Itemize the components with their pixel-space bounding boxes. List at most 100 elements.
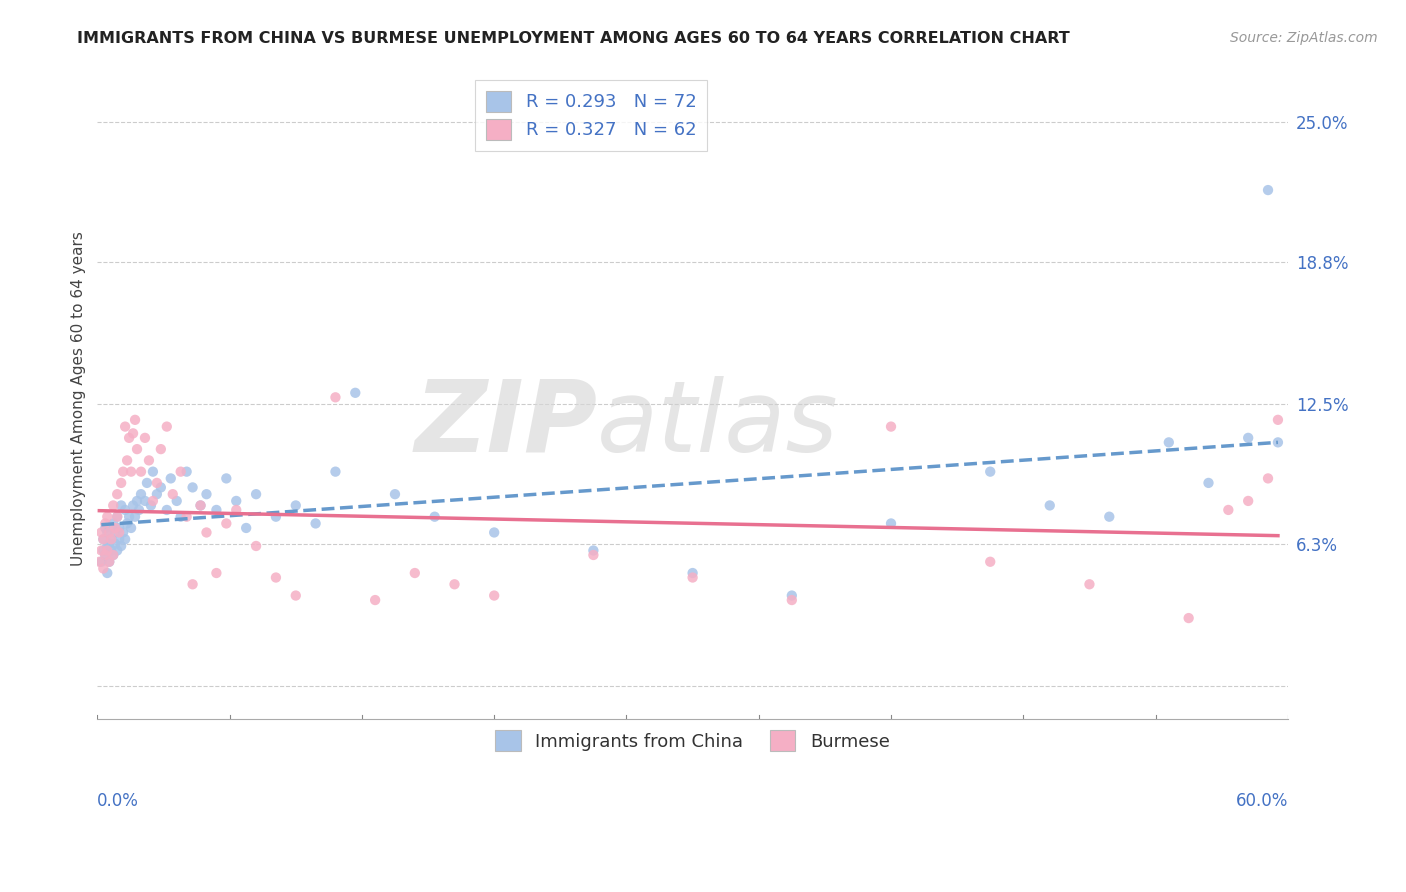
Point — [156, 503, 179, 517]
Point — [125, 494, 148, 508]
Point — [134, 494, 156, 508]
Point — [205, 566, 228, 580]
Point — [404, 566, 426, 580]
Point — [146, 475, 169, 490]
Point — [91, 543, 114, 558]
Point — [108, 533, 131, 547]
Point — [110, 499, 132, 513]
Point — [1237, 431, 1260, 445]
Point — [264, 570, 287, 584]
Point — [98, 525, 121, 540]
Point — [245, 539, 267, 553]
Point — [96, 509, 118, 524]
Point — [91, 533, 114, 547]
Point — [1257, 471, 1279, 485]
Point — [181, 577, 204, 591]
Point — [482, 525, 505, 540]
Point — [443, 577, 465, 591]
Point — [115, 516, 138, 531]
Point — [90, 543, 112, 558]
Point — [91, 533, 114, 547]
Point — [129, 487, 152, 501]
Text: 60.0%: 60.0% — [1236, 791, 1288, 810]
Point — [1198, 475, 1220, 490]
Point — [195, 487, 218, 501]
Point — [90, 525, 112, 540]
Text: ZIP: ZIP — [415, 376, 598, 473]
Point — [1039, 499, 1062, 513]
Point — [98, 537, 121, 551]
Point — [98, 555, 121, 569]
Point — [1098, 509, 1121, 524]
Point — [1267, 413, 1289, 427]
Point — [125, 442, 148, 457]
Point — [115, 453, 138, 467]
Text: 0.0%: 0.0% — [97, 791, 139, 810]
Point — [176, 465, 198, 479]
Point — [880, 419, 903, 434]
Point — [94, 516, 117, 531]
Point — [146, 487, 169, 501]
Point — [105, 509, 128, 524]
Point — [114, 419, 136, 434]
Point — [103, 516, 125, 531]
Point — [124, 413, 146, 427]
Point — [94, 521, 117, 535]
Point — [225, 503, 247, 517]
Point — [128, 503, 150, 517]
Point — [104, 525, 127, 540]
Point — [1157, 435, 1180, 450]
Point — [100, 543, 122, 558]
Point — [112, 465, 135, 479]
Point — [89, 555, 111, 569]
Point — [120, 465, 142, 479]
Point — [94, 548, 117, 562]
Point — [423, 509, 446, 524]
Point — [98, 555, 121, 569]
Point — [181, 480, 204, 494]
Point — [105, 543, 128, 558]
Point — [979, 555, 1001, 569]
Point — [166, 494, 188, 508]
Point — [1237, 494, 1260, 508]
Point — [245, 487, 267, 501]
Point — [142, 465, 165, 479]
Point — [96, 525, 118, 540]
Point — [159, 471, 181, 485]
Point — [364, 593, 387, 607]
Point — [195, 525, 218, 540]
Text: atlas: atlas — [598, 376, 839, 473]
Point — [1177, 611, 1199, 625]
Point — [108, 521, 131, 535]
Point — [112, 525, 135, 540]
Point — [384, 487, 406, 501]
Point — [103, 548, 125, 562]
Point — [103, 499, 125, 513]
Point — [344, 385, 367, 400]
Point — [118, 431, 141, 445]
Text: IMMIGRANTS FROM CHINA VS BURMESE UNEMPLOYMENT AMONG AGES 60 TO 64 YEARS CORRELAT: IMMIGRANTS FROM CHINA VS BURMESE UNEMPLO… — [77, 31, 1070, 46]
Point — [205, 503, 228, 517]
Point — [304, 516, 326, 531]
Point — [105, 509, 128, 524]
Point — [170, 465, 193, 479]
Point — [215, 471, 238, 485]
Legend: Immigrants from China, Burmese: Immigrants from China, Burmese — [488, 723, 897, 758]
Point — [100, 533, 122, 547]
Point — [96, 566, 118, 580]
Y-axis label: Unemployment Among Ages 60 to 64 years: Unemployment Among Ages 60 to 64 years — [72, 231, 86, 566]
Point — [582, 548, 605, 562]
Point — [190, 499, 212, 513]
Point — [105, 487, 128, 501]
Point — [162, 487, 184, 501]
Point — [325, 390, 347, 404]
Point — [176, 509, 198, 524]
Point — [156, 419, 179, 434]
Point — [138, 453, 160, 467]
Point — [110, 475, 132, 490]
Point — [114, 503, 136, 517]
Point — [215, 516, 238, 531]
Point — [1218, 503, 1240, 517]
Point — [108, 525, 131, 540]
Point — [142, 494, 165, 508]
